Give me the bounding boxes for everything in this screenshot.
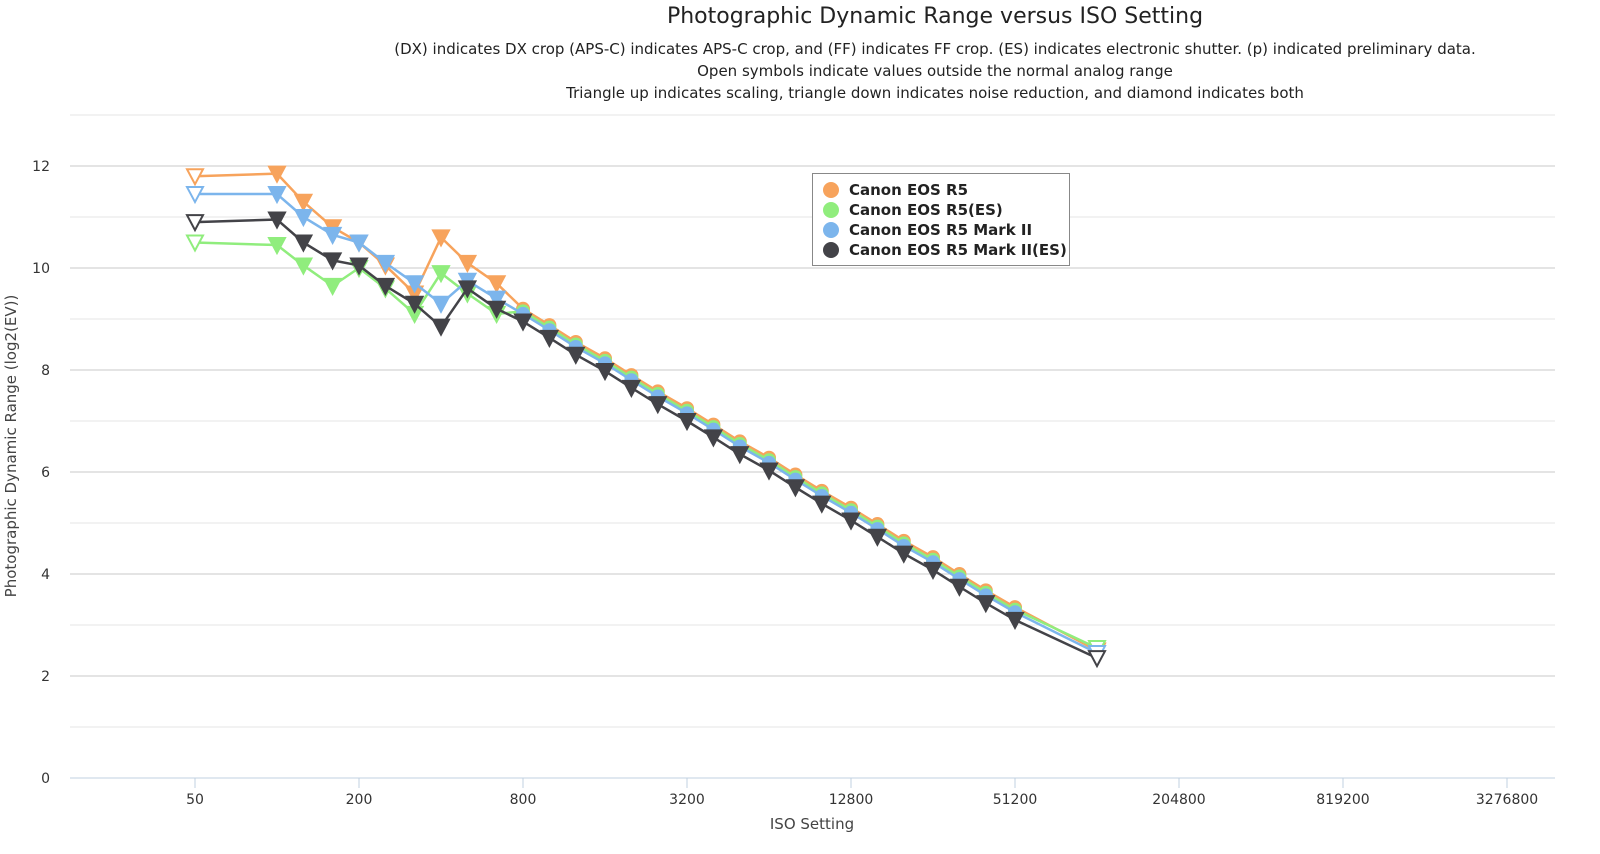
data-point: [621, 379, 642, 398]
x-tick-label: 800: [510, 792, 537, 808]
x-axis-title: ISO Setting: [770, 815, 854, 833]
data-point: [812, 495, 832, 514]
x-tick-label: 3200: [669, 792, 705, 808]
chart-title: Photographic Dynamic Range versus ISO Se…: [666, 4, 1204, 29]
data-point: [404, 275, 425, 294]
data-point: [431, 318, 451, 337]
data-point: [566, 346, 586, 365]
data-point: [1005, 611, 1025, 631]
data-point: [185, 186, 205, 205]
x-tick-label: 51200: [993, 792, 1038, 808]
data-point: [293, 257, 314, 276]
data-point: [322, 277, 343, 296]
data-point: [595, 363, 615, 382]
legend-label: Canon EOS R5: [849, 181, 969, 199]
x-tick-label: 819200: [1316, 792, 1369, 808]
legend-label: Canon EOS R5(ES): [849, 201, 1003, 219]
data-point: [267, 186, 287, 205]
legend-item[interactable]: Canon EOS R5(ES): [815, 200, 1069, 220]
x-tick-label: 204800: [1152, 792, 1205, 808]
legend-label: Canon EOS R5 Mark II: [849, 221, 1033, 239]
data-point: [431, 265, 451, 284]
chart-subtitle-3: Triangle up indicates scaling, triangle …: [566, 84, 1304, 102]
data-point: [677, 413, 697, 432]
data-point: [185, 168, 205, 187]
legend-symbol-icon: [815, 222, 847, 238]
chart-subtitle-1: (DX) indicates DX crop (APS-C) indicates…: [394, 40, 1476, 58]
data-point: [486, 275, 507, 294]
legend-item[interactable]: Canon EOS R5 Mark II(ES): [815, 240, 1069, 260]
data-point: [267, 237, 287, 256]
x-tick-label: 50: [186, 792, 204, 808]
data-point: [457, 254, 478, 274]
data-point: [293, 234, 314, 253]
series-3: [185, 211, 1107, 669]
data-point: [730, 446, 750, 465]
data-point: [513, 313, 533, 332]
data-point: [949, 578, 970, 597]
y-tick-label: 0: [41, 771, 50, 787]
data-point: [185, 234, 205, 253]
data-point: [431, 229, 451, 248]
y-tick-label: 12: [32, 159, 50, 175]
data-point: [457, 280, 478, 299]
data-point: [923, 561, 943, 581]
data-point: [703, 429, 724, 448]
data-point: [648, 396, 668, 415]
legend-label: Canon EOS R5 Mark II(ES): [849, 241, 1067, 259]
data-point: [185, 214, 205, 233]
data-point: [976, 595, 996, 614]
data-point: [349, 234, 369, 253]
data-point: [293, 193, 314, 212]
data-point: [1087, 650, 1107, 669]
legend-symbol-icon: [815, 202, 847, 218]
data-point: [431, 295, 451, 314]
legend: Canon EOS R5 Canon EOS R5(ES) Canon EOS R5…: [812, 173, 1070, 266]
data-point: [759, 462, 779, 481]
legend-item[interactable]: Canon EOS R5 Mark II: [815, 220, 1069, 240]
data-point: [841, 512, 861, 531]
data-point: [322, 226, 343, 245]
legend-symbol-icon: [815, 182, 847, 198]
y-axis-title: Photographic Dynamic Range (log2(EV)): [2, 295, 20, 598]
y-tick-label: 2: [41, 669, 50, 685]
legend-symbol-icon: [815, 242, 847, 258]
chart-subtitle-2: Open symbols indicate values outside the…: [697, 62, 1173, 80]
data-point: [867, 528, 888, 547]
data-point: [486, 300, 507, 319]
data-point: [267, 211, 287, 230]
y-tick-label: 10: [32, 261, 50, 277]
y-tick-label: 8: [41, 363, 50, 379]
data-point: [894, 545, 914, 564]
data-point: [404, 295, 425, 314]
x-tick-label: 3276800: [1476, 792, 1538, 808]
data-point: [267, 165, 287, 184]
data-point: [375, 254, 396, 274]
x-tick-label: 200: [346, 792, 373, 808]
data-point: [349, 257, 369, 276]
y-tick-label: 4: [41, 567, 50, 583]
y-tick-label: 6: [41, 465, 50, 481]
legend-item[interactable]: Canon EOS R5: [815, 180, 1069, 200]
data-point: [322, 252, 343, 271]
x-tick-label: 12800: [829, 792, 874, 808]
data-point: [486, 290, 507, 309]
data-point: [785, 479, 806, 498]
data-point: [539, 329, 560, 348]
data-point: [375, 277, 396, 296]
data-point: [293, 209, 314, 228]
